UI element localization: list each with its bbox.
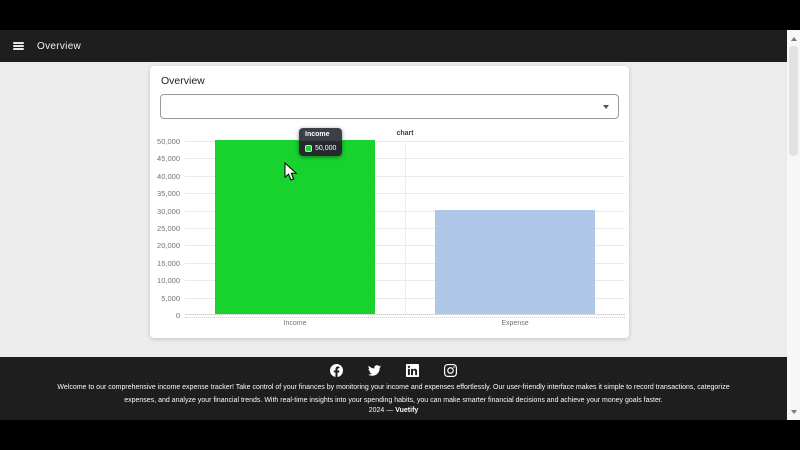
- y-axis-tick-label: 45,000: [157, 154, 180, 164]
- y-axis-tick-label: 15,000: [157, 258, 180, 268]
- copyright: 2024 — Vuetify: [0, 407, 787, 414]
- linkedin-icon[interactable]: [406, 364, 419, 377]
- v-gridline: [405, 141, 406, 314]
- copyright-brand: Vuetify: [395, 407, 419, 414]
- chart-plot: [185, 140, 625, 315]
- page-content: Overview chart Income 50,000 50,000 45,00…: [0, 62, 787, 357]
- scrollbar-thumb[interactable]: [789, 46, 798, 156]
- chart-tooltip: Income 50,000: [299, 128, 343, 156]
- browser-viewport: Overview Overview chart Income 50,000: [0, 30, 800, 420]
- footer: Welcome to our comprehensive income expe…: [0, 357, 787, 420]
- scrollbar-up-arrow-icon[interactable]: [787, 32, 800, 45]
- mouse-cursor: [284, 161, 298, 186]
- social-icons-row: [0, 357, 787, 377]
- x-axis-category-label: Income: [283, 320, 307, 327]
- footer-description-line-2: expenses, and analyze your financial tre…: [124, 397, 663, 404]
- scrollbar-down-arrow-icon[interactable]: [787, 405, 800, 418]
- y-axis-tick-label: 50,000: [157, 137, 180, 146]
- app-bar: Overview: [0, 30, 787, 62]
- tooltip-title: Income: [299, 128, 343, 141]
- chart-area: chart Income 50,000 50,000 45,000 40,000 35…: [150, 126, 629, 336]
- chart-title: chart: [396, 130, 414, 137]
- x-axis-category-label: Expense: [501, 320, 529, 327]
- vertical-scrollbar: [787, 30, 800, 420]
- hamburger-menu-icon[interactable]: [13, 40, 24, 51]
- instagram-icon[interactable]: [444, 364, 457, 377]
- y-axis-tick-label: 25,000: [157, 224, 180, 233]
- period-select[interactable]: [160, 94, 619, 119]
- facebook-icon[interactable]: [330, 364, 343, 377]
- bar-income[interactable]: [215, 140, 375, 314]
- footer-description-line-1: Welcome to our comprehensive income expe…: [57, 384, 730, 391]
- y-axis-tick-label: 10,000: [157, 276, 180, 286]
- y-axis-tick-label: 0: [175, 311, 180, 320]
- chevron-down-icon: [603, 105, 609, 109]
- tooltip-value: 50,000: [315, 145, 337, 152]
- appbar-title: Overview: [37, 40, 82, 52]
- twitter-icon[interactable]: [368, 364, 381, 377]
- overview-card: Overview chart Income 50,000 50,000 45,00…: [150, 66, 629, 338]
- copyright-year: 2024 —: [368, 407, 394, 414]
- y-axis-tick-label: 20,000: [157, 241, 180, 251]
- tooltip-series-swatch: [305, 145, 312, 152]
- card-title: Overview: [161, 75, 205, 87]
- bar-expense[interactable]: [435, 210, 595, 314]
- x-axis-line: [185, 317, 625, 318]
- y-axis-tick-label: 35,000: [157, 189, 180, 199]
- y-axis-tick-label: 40,000: [157, 171, 180, 181]
- y-axis-tick-label: 5,000: [161, 293, 180, 303]
- y-axis-tick-label: 30,000: [157, 206, 180, 216]
